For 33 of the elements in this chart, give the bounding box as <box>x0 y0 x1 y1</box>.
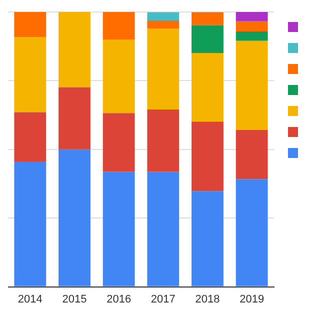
bar <box>14 12 46 38</box>
bar <box>236 21 268 32</box>
bar <box>14 112 46 162</box>
bar <box>102 113 135 172</box>
bar <box>58 87 90 150</box>
bar <box>147 110 180 172</box>
bar <box>236 12 268 22</box>
bar <box>102 12 135 40</box>
bar <box>236 32 268 41</box>
bar <box>58 149 90 286</box>
x-tick-label: 2019 <box>240 293 264 306</box>
bar <box>192 25 224 53</box>
x-tick-label: 2017 <box>150 293 176 306</box>
bar <box>102 40 135 114</box>
x-tick-label: 2018 <box>195 293 220 306</box>
x-tick-label: 2015 <box>62 293 87 306</box>
bar <box>236 179 268 286</box>
bar <box>192 191 224 286</box>
bar <box>236 40 268 130</box>
x-tick-label: 2016 <box>106 293 132 306</box>
bar <box>147 12 180 21</box>
bar <box>192 12 224 26</box>
x-tick-label: 2014 <box>18 293 42 306</box>
bar <box>147 172 180 286</box>
bar <box>102 172 135 286</box>
bar <box>192 122 224 192</box>
bar <box>147 28 180 110</box>
bar <box>236 130 268 180</box>
bar <box>192 52 224 122</box>
bar <box>14 161 46 286</box>
bar <box>14 37 46 112</box>
bar <box>147 20 180 29</box>
bar <box>58 12 90 88</box>
